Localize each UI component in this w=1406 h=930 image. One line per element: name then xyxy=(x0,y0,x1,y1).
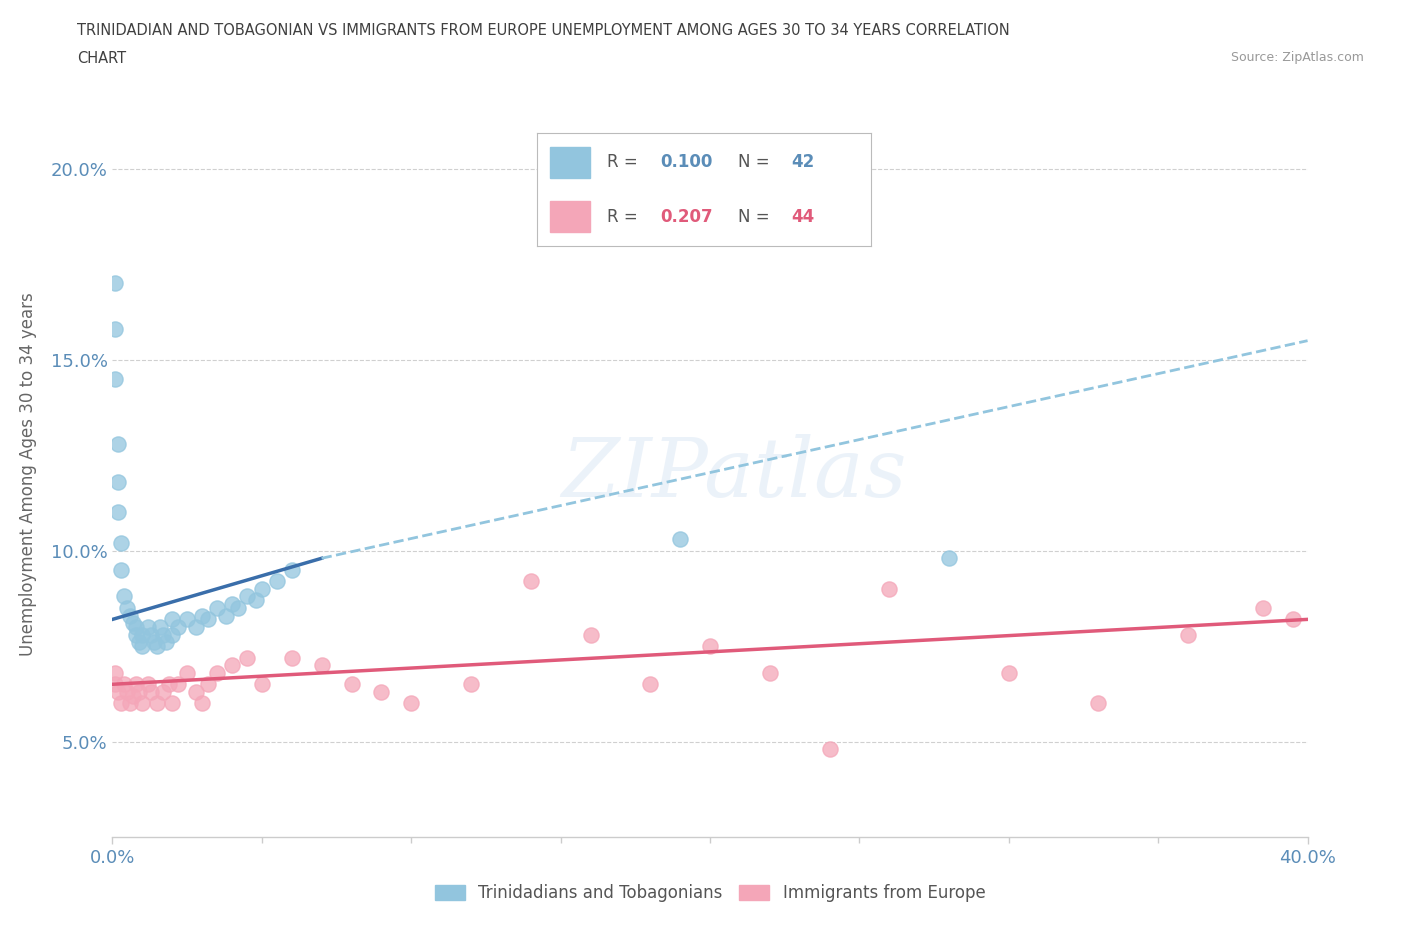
Legend: Trinidadians and Tobagonians, Immigrants from Europe: Trinidadians and Tobagonians, Immigrants… xyxy=(429,877,991,909)
Point xyxy=(146,639,169,654)
Point xyxy=(281,650,304,665)
Point xyxy=(120,696,142,711)
Point xyxy=(699,639,721,654)
Point xyxy=(125,619,148,634)
Point xyxy=(759,665,782,680)
Point xyxy=(266,574,288,589)
Point xyxy=(1177,627,1199,642)
Point xyxy=(250,677,273,692)
Point xyxy=(640,677,662,692)
Point xyxy=(197,612,219,627)
Point xyxy=(197,677,219,692)
Point xyxy=(162,612,183,627)
Point xyxy=(104,371,127,386)
Point xyxy=(818,742,841,757)
Point xyxy=(152,627,174,642)
Point xyxy=(117,684,139,699)
Point xyxy=(221,597,243,612)
Point xyxy=(1087,696,1109,711)
Point xyxy=(1281,612,1303,627)
Point xyxy=(401,696,423,711)
Point xyxy=(167,677,190,692)
Point xyxy=(125,627,148,642)
Point xyxy=(176,665,198,680)
Point xyxy=(138,619,160,634)
Point xyxy=(141,684,163,699)
Point xyxy=(131,696,153,711)
Point xyxy=(138,677,160,692)
Point xyxy=(221,658,243,672)
Point xyxy=(125,677,148,692)
Point xyxy=(104,677,127,692)
Point xyxy=(236,650,259,665)
Point xyxy=(250,581,273,596)
Point xyxy=(1251,601,1274,616)
Text: CHART: CHART xyxy=(77,51,127,66)
Point xyxy=(370,684,392,699)
Point xyxy=(143,635,166,650)
Text: TRINIDADIAN AND TOBAGONIAN VS IMMIGRANTS FROM EUROPE UNEMPLOYMENT AMONG AGES 30 : TRINIDADIAN AND TOBAGONIAN VS IMMIGRANTS… xyxy=(77,23,1010,38)
Point xyxy=(107,436,129,451)
Point xyxy=(176,612,198,627)
Text: Source: ZipAtlas.com: Source: ZipAtlas.com xyxy=(1230,51,1364,64)
Point xyxy=(205,601,228,616)
Point xyxy=(120,608,142,623)
Point xyxy=(128,684,150,699)
Point xyxy=(155,635,177,650)
Point xyxy=(311,658,333,672)
Point xyxy=(226,601,249,616)
Point xyxy=(186,619,208,634)
Point xyxy=(107,505,129,520)
Point xyxy=(141,627,163,642)
Point xyxy=(205,665,228,680)
Point xyxy=(149,619,172,634)
Point xyxy=(131,639,153,654)
Point xyxy=(245,592,267,607)
Point xyxy=(110,563,132,578)
Point xyxy=(122,616,145,631)
Point xyxy=(162,627,183,642)
Text: ZIPatlas: ZIPatlas xyxy=(561,434,907,514)
Point xyxy=(110,536,132,551)
Point xyxy=(152,684,174,699)
Point xyxy=(157,677,180,692)
Point xyxy=(162,696,183,711)
Point xyxy=(114,589,135,604)
Point xyxy=(128,635,150,650)
Point xyxy=(117,601,139,616)
Point xyxy=(104,276,127,291)
Point xyxy=(114,677,135,692)
Point xyxy=(122,688,145,703)
Point xyxy=(107,684,129,699)
Point xyxy=(998,665,1021,680)
Point xyxy=(520,574,543,589)
Point xyxy=(146,696,169,711)
Point xyxy=(340,677,363,692)
Point xyxy=(167,619,190,634)
Point xyxy=(191,696,214,711)
Point xyxy=(104,322,127,337)
Point xyxy=(215,608,238,623)
Point xyxy=(460,677,482,692)
Point xyxy=(131,627,153,642)
Point xyxy=(281,563,304,578)
Point xyxy=(669,532,692,547)
Point xyxy=(104,665,127,680)
Point xyxy=(186,684,208,699)
Y-axis label: Unemployment Among Ages 30 to 34 years: Unemployment Among Ages 30 to 34 years xyxy=(18,292,37,657)
Point xyxy=(236,589,259,604)
Point xyxy=(879,581,901,596)
Point xyxy=(107,474,129,489)
Point xyxy=(110,696,132,711)
Point xyxy=(191,608,214,623)
Point xyxy=(579,627,602,642)
Point xyxy=(938,551,960,565)
